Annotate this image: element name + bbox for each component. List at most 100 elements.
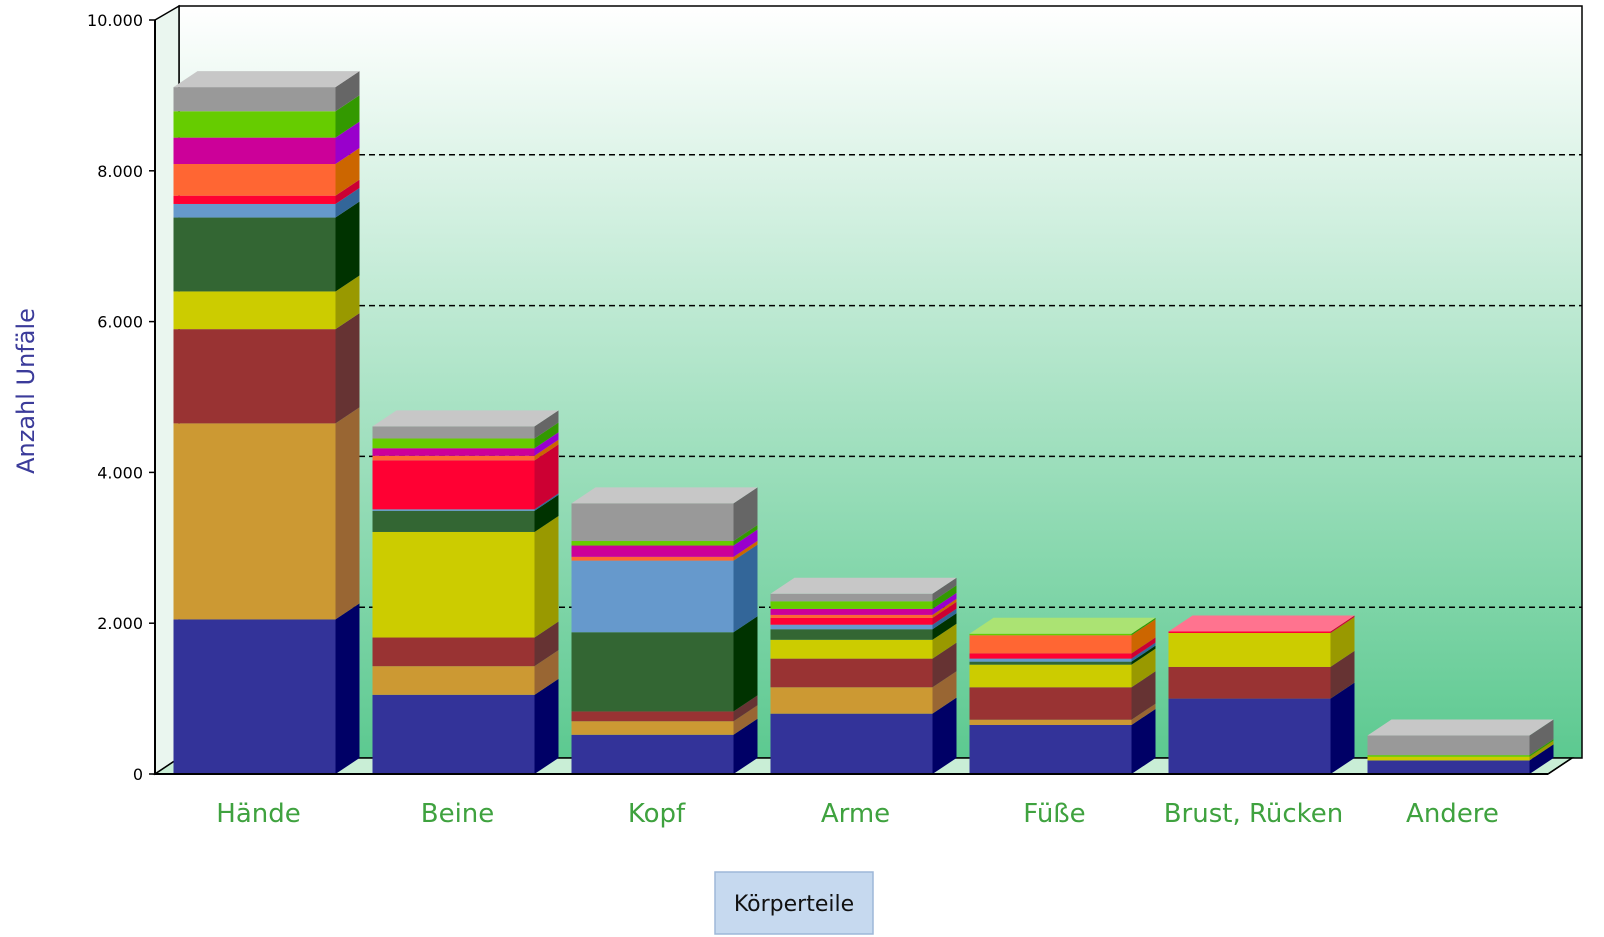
bar-segment	[173, 423, 336, 620]
bar-segment-side	[932, 623, 957, 659]
bar-segment-side	[932, 642, 957, 688]
bar-segment-side	[335, 201, 360, 292]
bar-segment	[571, 556, 734, 561]
bar-segment-side	[335, 71, 360, 112]
bar-segment	[571, 560, 734, 633]
x-tick-label: Kopf	[628, 799, 686, 829]
bar-segment-side	[733, 705, 758, 735]
y-tick-label: 8.000	[97, 162, 143, 181]
bar-segment	[770, 639, 933, 659]
bar-segment-side	[932, 613, 957, 640]
bar-segment-side	[534, 621, 559, 667]
bar-segment-side	[335, 275, 360, 330]
bar-segment-side	[1529, 744, 1554, 774]
bar-segment-side	[1131, 642, 1156, 662]
labels-layer: 0 2.000 4.000 6.000 8.000 10.000 Hände Beine Kop…	[87, 11, 1499, 829]
bar-segment	[173, 291, 336, 330]
bar-top-face	[173, 71, 360, 88]
bar-segment	[1168, 631, 1331, 634]
bar-top-face	[571, 487, 758, 504]
bar-segment-side	[932, 697, 957, 774]
bar-segment	[571, 545, 734, 557]
bar-segment	[372, 694, 535, 774]
bar-segment	[1367, 756, 1530, 761]
bar-segment-side	[534, 444, 559, 510]
bar-segment	[770, 593, 933, 602]
bar-segment	[770, 617, 933, 625]
bar-segment	[372, 637, 535, 667]
bar-segment-side	[335, 148, 360, 196]
bar-top-face	[1367, 719, 1554, 736]
bar-segment-side	[733, 695, 758, 722]
bar-segment-side	[1131, 708, 1156, 774]
bar-segment-side	[335, 95, 360, 138]
bar-segment-side	[1131, 619, 1156, 654]
bar-segment-side	[335, 407, 360, 620]
bar-segment-side	[1330, 617, 1355, 667]
y-axis-title: Anzahl Unfäle	[12, 308, 40, 474]
bar-segment	[969, 664, 1132, 688]
bar-segment	[1367, 760, 1530, 774]
bar-segment-side	[932, 608, 957, 630]
bar-segment-side	[932, 592, 957, 615]
bar-segment	[173, 111, 336, 138]
bar-segment	[372, 666, 535, 695]
bar-segment	[173, 619, 336, 774]
bar-segment-side	[1330, 650, 1355, 699]
bar-segment	[372, 509, 535, 511]
bar-segment	[770, 601, 933, 609]
bar-segment	[173, 137, 336, 165]
bar-segment	[1168, 666, 1331, 699]
x-axis-title-box	[714, 871, 874, 935]
bar-segment-side	[534, 439, 559, 461]
axis-layer	[149, 19, 1573, 775]
bar-segment	[571, 721, 734, 735]
y-tick-label: 2.000	[97, 614, 143, 633]
bar-segment-side	[335, 187, 360, 218]
bar-segment	[173, 217, 336, 292]
y-tick-label: 6.000	[97, 313, 143, 332]
bar-segment-side	[1529, 739, 1554, 757]
bar-segment-side	[534, 410, 559, 439]
bar-segment	[770, 629, 933, 640]
bar-segment-side	[733, 544, 758, 633]
bar-segment	[571, 734, 734, 774]
bar-segment	[770, 713, 933, 774]
bar-segment-side	[932, 598, 957, 618]
bar-segment	[372, 460, 535, 510]
bar-segment	[1168, 633, 1331, 667]
bar-segment	[770, 658, 933, 688]
bar-segment	[1367, 755, 1530, 757]
bar-top-face	[372, 410, 559, 427]
bar-segment-side	[1330, 615, 1355, 634]
bar-segment-side	[932, 577, 957, 602]
x-axis-title: Körperteile	[734, 892, 854, 917]
x-tick-label: Andere	[1406, 799, 1499, 829]
bar-segment	[173, 87, 336, 112]
bar-segment-side	[733, 525, 758, 546]
bar-segment	[571, 711, 734, 722]
bar-segment-side	[1131, 671, 1156, 720]
bar-segment	[969, 661, 1132, 665]
bar-segment-side	[534, 678, 559, 774]
y-tick-label: 0	[133, 765, 143, 784]
bar-top-face	[1168, 615, 1355, 632]
bar-segment	[173, 329, 336, 424]
y-tick-label: 10.000	[87, 11, 143, 30]
bar-segment	[770, 614, 933, 618]
bar-segment-side	[534, 515, 559, 638]
bar-segment	[770, 687, 933, 714]
bar-segment	[372, 455, 535, 461]
bar-segment	[571, 632, 734, 712]
bar-segment-side	[1131, 648, 1156, 688]
bar-segment-side	[1131, 645, 1156, 665]
bar-segment-side	[733, 487, 758, 542]
bar-segment	[372, 531, 535, 638]
bar-segment	[969, 635, 1132, 654]
bar-segment	[372, 438, 535, 449]
bar-segment-side	[335, 121, 360, 165]
bar-segment-side	[335, 313, 360, 424]
bar-segment	[173, 195, 336, 204]
